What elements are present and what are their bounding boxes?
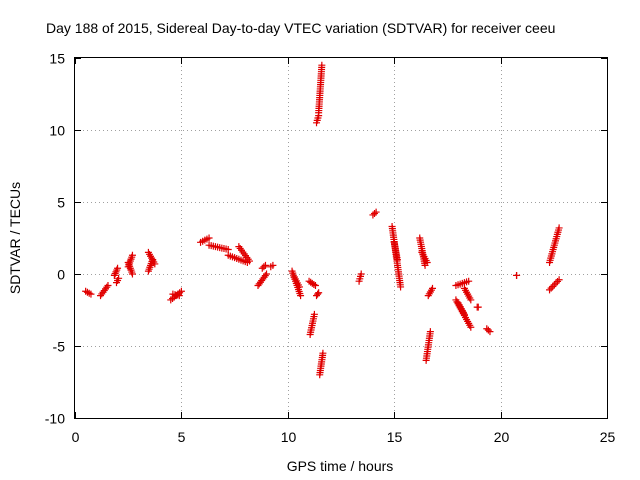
- data-point: [474, 303, 482, 311]
- x-tick-label: 20: [494, 429, 510, 445]
- data-point: [310, 310, 318, 318]
- y-axis-label: SDTVAR / TECUs: [7, 182, 23, 294]
- data-point: [149, 256, 157, 264]
- data-point: [460, 310, 468, 318]
- data-point: [467, 323, 475, 331]
- data-point: [423, 258, 431, 266]
- data-point: [104, 282, 112, 290]
- data-point: [426, 328, 434, 336]
- data-point: [555, 224, 563, 232]
- data-point: [550, 281, 558, 289]
- data-point: [128, 251, 136, 259]
- data-point: [103, 283, 111, 291]
- x-tick-label: 10: [281, 429, 297, 445]
- x-tick-label: 15: [387, 429, 403, 445]
- data-points: [82, 61, 563, 379]
- y-tick-label: 5: [57, 195, 65, 211]
- data-point: [429, 284, 437, 292]
- data-point: [371, 210, 379, 218]
- data-point: [549, 282, 557, 290]
- x-tick-label: 0: [72, 429, 80, 445]
- data-point: [87, 290, 95, 298]
- data-point: [467, 296, 475, 304]
- data-point: [465, 277, 473, 285]
- data-point: [205, 234, 213, 242]
- data-point: [175, 292, 183, 300]
- data-point: [261, 261, 269, 269]
- plot-frame: [74, 57, 608, 419]
- x-axis-label: GPS time / hours: [287, 458, 394, 474]
- data-point: [546, 286, 554, 294]
- data-point: [315, 289, 323, 297]
- data-point: [357, 270, 365, 278]
- data-point: [297, 292, 305, 300]
- y-tick-label: 10: [49, 123, 65, 139]
- x-tick-label: 5: [178, 429, 186, 445]
- x-tick-label: 25: [600, 429, 616, 445]
- data-point: [296, 283, 304, 291]
- data-point: [393, 256, 401, 264]
- data-point: [318, 61, 326, 69]
- y-tick-label: 15: [49, 51, 65, 67]
- y-tick-label: -5: [53, 339, 66, 355]
- data-point: [245, 257, 253, 265]
- data-point: [115, 274, 123, 282]
- y-tick-label: 0: [57, 267, 65, 283]
- data-point: [114, 264, 122, 272]
- grid-lines: [75, 58, 607, 418]
- data-point: [552, 279, 560, 287]
- data-point: [261, 272, 269, 280]
- data-point: [263, 270, 271, 278]
- data-point: [484, 326, 492, 334]
- data-point: [513, 271, 521, 279]
- data-point: [319, 349, 327, 357]
- data-point: [311, 282, 319, 290]
- data-point: [310, 280, 318, 288]
- data-point: [128, 270, 136, 278]
- data-point: [314, 290, 322, 298]
- data-point: [372, 208, 380, 216]
- data-point: [547, 284, 555, 292]
- data-point: [397, 283, 405, 291]
- x-ticks: 0 5 10 15 20 25: [72, 58, 616, 445]
- y-tick-label: -10: [45, 411, 65, 427]
- data-point: [269, 261, 277, 269]
- data-point: [554, 277, 562, 285]
- data-point: [555, 276, 563, 284]
- data-point: [112, 268, 120, 276]
- chart-title: Day 188 of 2015, Sidereal Day-to-day VTE…: [46, 20, 555, 36]
- y-ticks: -10 -5 0 5 10 15: [45, 51, 607, 427]
- data-point: [177, 287, 185, 295]
- data-point: [486, 328, 494, 336]
- data-point: [260, 263, 268, 271]
